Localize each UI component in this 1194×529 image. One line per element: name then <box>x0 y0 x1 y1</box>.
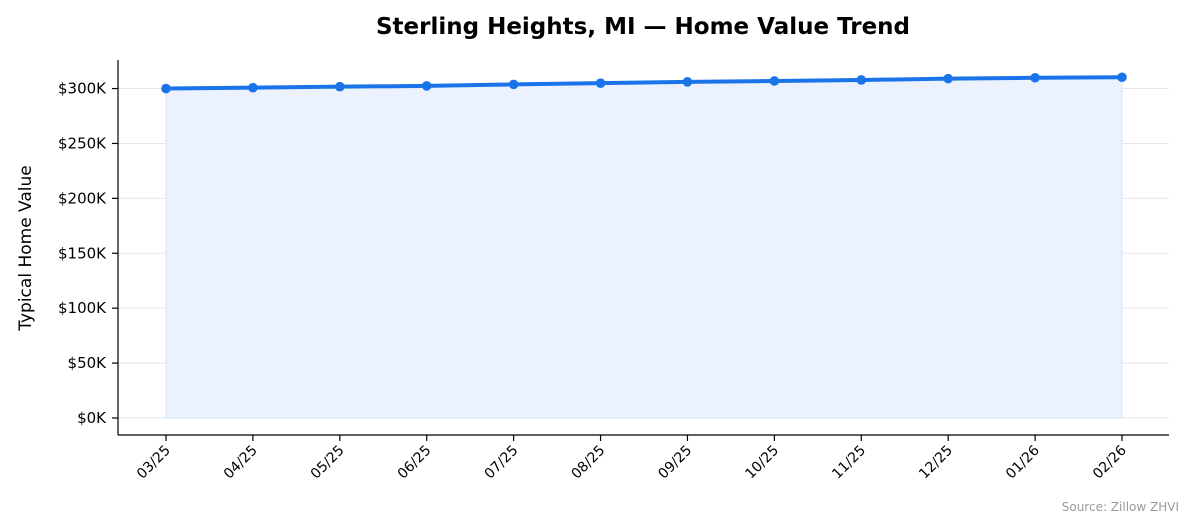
x-tick-label: 10/25 <box>742 443 782 483</box>
data-points <box>161 72 1127 94</box>
data-point <box>508 79 519 90</box>
y-tick-label: $200K <box>58 189 107 207</box>
data-point <box>248 82 258 93</box>
y-axis-label: Typical Home Value <box>16 165 36 332</box>
chart-title: Sterling Heights, MI — Home Value Trend <box>376 14 910 40</box>
y-ticks: $0K $50K $100K $150K $200K $250K $300K <box>58 80 118 427</box>
data-point <box>335 81 345 92</box>
area-fill <box>165 76 1123 419</box>
x-tick-label: 02/26 <box>1090 442 1130 482</box>
y-tick-label: $50K <box>68 354 108 372</box>
y-tick-label: $0K <box>77 409 107 427</box>
y-tick-label: $150K <box>58 244 107 262</box>
x-tick-label: 08/25 <box>569 443 609 483</box>
data-point <box>943 73 953 84</box>
data-point <box>1030 72 1040 83</box>
x-tick-label: 12/25 <box>916 443 956 483</box>
x-tick-label: 04/25 <box>221 443 261 483</box>
x-tick-label: 01/26 <box>1003 442 1043 482</box>
y-tick-label: $250K <box>58 134 107 152</box>
y-tick-label: $300K <box>58 80 107 98</box>
data-point <box>769 76 780 86</box>
y-tick-label: $100K <box>58 299 107 317</box>
data-point <box>161 83 171 94</box>
x-tick-label: 06/25 <box>395 443 435 483</box>
data-point <box>421 81 432 91</box>
source-note: Source: Zillow ZHVI <box>1062 500 1179 514</box>
x-tick-label: 09/25 <box>655 443 695 483</box>
x-ticks: 03/25 04/25 05/25 06/25 07/25 08/25 09/25 10/25… <box>134 435 1130 482</box>
data-point <box>682 77 693 87</box>
x-tick-label: 11/25 <box>829 443 869 483</box>
data-point <box>856 75 867 85</box>
x-tick-label: 07/25 <box>482 443 522 483</box>
data-point <box>595 78 606 88</box>
series-line <box>164 75 1124 91</box>
x-tick-label: 05/25 <box>308 443 348 483</box>
x-tick-label: 03/25 <box>134 443 174 483</box>
data-point <box>1117 72 1127 83</box>
